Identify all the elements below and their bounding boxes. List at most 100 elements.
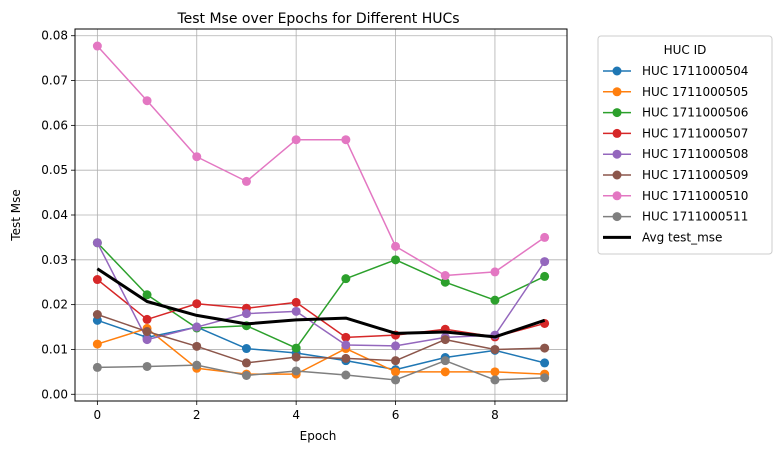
data-point	[341, 353, 351, 363]
data-point	[241, 309, 251, 319]
data-point	[92, 275, 102, 285]
data-point	[291, 343, 301, 353]
data-point	[291, 297, 301, 307]
data-point	[391, 241, 401, 251]
legend-item: HUC 1711000505	[603, 85, 748, 99]
y-tick-label: 0.03	[41, 253, 68, 267]
legend-label: HUC 1711000510	[642, 189, 748, 203]
series-huc-1711000509	[92, 309, 550, 368]
legend-label: HUC 1711000508	[642, 147, 748, 161]
data-point	[391, 356, 401, 366]
data-point	[291, 135, 301, 145]
data-point	[540, 232, 550, 242]
legend-item: HUC 1711000509	[603, 168, 748, 182]
data-point	[490, 375, 500, 385]
x-tick-label: 6	[392, 408, 400, 422]
legend-marker	[612, 66, 622, 76]
legend-item: HUC 1711000507	[603, 126, 748, 140]
legend-marker	[612, 87, 622, 97]
x-axis-label: Epoch	[300, 429, 337, 443]
legend-label: HUC 1711000511	[642, 210, 748, 224]
data-point	[241, 176, 251, 186]
data-point	[440, 271, 450, 281]
legend-marker	[612, 191, 622, 201]
x-tick-label: 8	[491, 408, 499, 422]
legend-items: HUC 1711000504 HUC 1711000505 HUC 17110005…	[603, 64, 748, 244]
data-point	[92, 362, 102, 372]
legend-item: HUC 1711000511	[603, 210, 748, 224]
data-point	[341, 135, 351, 145]
y-tick-label: 0.04	[41, 208, 68, 222]
series-huc-1711000511	[92, 356, 550, 385]
legend-marker	[612, 108, 622, 118]
x-tick-label: 4	[292, 408, 300, 422]
legend-marker	[612, 149, 622, 159]
y-tick-label: 0.02	[41, 298, 68, 312]
legend-item: HUC 1711000510	[603, 189, 748, 203]
data-point	[440, 277, 450, 287]
data-point	[192, 299, 202, 309]
data-point	[192, 360, 202, 370]
data-point	[490, 344, 500, 354]
data-point	[540, 373, 550, 383]
data-point	[391, 255, 401, 265]
data-point	[341, 332, 351, 342]
legend-label: HUC 1711000509	[642, 168, 748, 182]
data-point	[291, 352, 301, 362]
data-point	[391, 367, 401, 377]
legend-item: Avg test_mse	[603, 230, 722, 244]
legend-marker	[612, 128, 622, 138]
data-point	[142, 314, 152, 324]
data-point	[241, 358, 251, 368]
series-line	[97, 327, 545, 375]
data-point	[540, 257, 550, 267]
series-line	[97, 319, 545, 371]
series-line	[96, 267, 546, 339]
y-axis-label: Test Mse	[9, 189, 23, 241]
x-tick-label: 0	[94, 408, 102, 422]
data-point	[92, 41, 102, 51]
legend-item: HUC 1711000506	[603, 106, 748, 120]
series-layer	[92, 41, 550, 385]
series-line	[96, 45, 546, 277]
data-point	[142, 335, 152, 345]
series-line	[96, 242, 546, 347]
data-point	[192, 341, 202, 351]
y-tick-label: 0.08	[41, 29, 68, 43]
legend-label: HUC 1711000507	[642, 126, 748, 140]
legend-label: HUC 1711000505	[642, 85, 748, 99]
series-huc-1711000505	[92, 323, 550, 379]
data-point	[540, 271, 550, 281]
data-point	[540, 343, 550, 353]
series-line	[97, 359, 545, 381]
data-point	[142, 96, 152, 106]
data-point	[92, 339, 102, 349]
series-huc-1711000507	[92, 275, 550, 342]
data-point	[192, 152, 202, 162]
y-axis: 0.00 0.01 0.02 0.03 0.04 0.05 0.06 0.07 0.08	[41, 29, 75, 401]
data-point	[391, 341, 401, 351]
legend-label: Avg test_mse	[642, 230, 722, 244]
data-point	[440, 356, 450, 366]
data-point	[241, 344, 251, 354]
data-point	[440, 367, 450, 377]
legend-marker	[612, 212, 622, 222]
y-tick-label: 0.05	[41, 163, 68, 177]
data-point	[291, 366, 301, 376]
data-point	[391, 375, 401, 385]
y-tick-label: 0.01	[41, 342, 68, 356]
y-tick-label: 0.06	[41, 118, 68, 132]
data-point	[490, 367, 500, 377]
data-point	[490, 267, 500, 277]
data-point	[440, 335, 450, 345]
data-point	[241, 370, 251, 380]
legend-item: HUC 1711000504	[603, 64, 748, 78]
legend-title: HUC ID	[664, 43, 707, 57]
data-point	[92, 309, 102, 319]
data-point	[142, 327, 152, 337]
legend-item: HUC 1711000508	[603, 147, 748, 161]
data-point	[142, 290, 152, 300]
data-point	[490, 295, 500, 305]
